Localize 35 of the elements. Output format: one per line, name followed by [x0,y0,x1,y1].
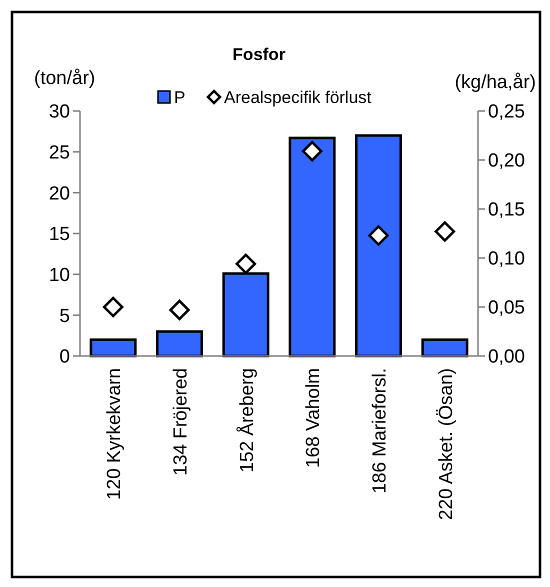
bar [355,134,402,358]
bar [90,338,137,358]
y-tick-label: 5 [59,306,70,327]
y2-tick-label: 0,05 [488,298,525,319]
chart-title: Fosfor [232,45,286,64]
point [368,225,389,246]
legend-label: Arealspecifik förlust [224,88,372,107]
bar [421,338,468,358]
point [236,254,256,274]
x-tick-label: 168 Vaholm [303,368,324,468]
y-tick-label: 15 [48,224,70,246]
bar [156,330,203,358]
y-tick-label: 30 [48,102,70,123]
point [434,221,456,242]
y2-tick-label: 0,20 [488,150,525,172]
y-tick-label: 25 [48,142,70,164]
x-tick-label: 120 Kyrkekvarn [104,368,126,500]
x-tick-label: 152 Åreberg [236,368,258,473]
y2-axis-title: (kg/ha,år) [454,72,536,93]
y-tick-label: 20 [48,183,70,204]
point [169,300,190,320]
x-tick-label: 186 Marieforsl. [370,368,390,494]
point [102,296,124,318]
y2-tick-label: 0,10 [488,248,525,270]
y2-tick-label: 0,25 [488,102,525,123]
point [302,140,322,162]
y2-tick-label: 0,00 [488,346,525,368]
y-axis-title: (ton/år) [34,68,96,89]
y-tick-label: 0 [59,346,70,368]
y-tick-label: 10 [48,264,70,286]
legend-label: P [174,88,186,107]
x-tick-label: 134 Fröjered [170,368,192,476]
y2-tick-label: 0,15 [488,200,525,221]
bar [288,136,336,358]
x-tick-label: 220 Asket. (Ösan) [436,368,457,520]
